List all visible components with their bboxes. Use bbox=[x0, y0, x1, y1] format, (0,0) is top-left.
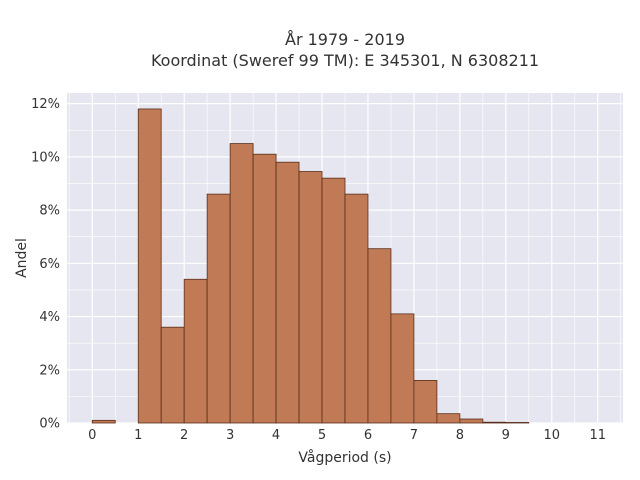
histogram-bar bbox=[321, 177, 346, 424]
y-tick-label: 12% bbox=[31, 97, 60, 112]
y-tick-label: 0% bbox=[39, 417, 60, 432]
x-tick-label: 5 bbox=[318, 428, 326, 443]
x-tick-label: 4 bbox=[272, 428, 280, 443]
histogram-bar bbox=[344, 193, 369, 424]
histogram-bar bbox=[160, 326, 185, 424]
x-tick-label: 11 bbox=[589, 428, 606, 443]
y-tick-label: 8% bbox=[39, 204, 60, 219]
x-tick-label: 9 bbox=[502, 428, 510, 443]
histogram-bar bbox=[436, 413, 461, 424]
x-axis-label: Vågperiod (s) bbox=[298, 449, 391, 466]
x-tick-label: 7 bbox=[410, 428, 418, 443]
histogram-bar bbox=[482, 421, 507, 424]
histogram-bar bbox=[298, 171, 323, 424]
bars bbox=[91, 108, 530, 424]
y-tick-label: 4% bbox=[39, 310, 60, 325]
x-tick-label: 6 bbox=[364, 428, 372, 443]
chart-title: År 1979 - 2019 bbox=[285, 30, 405, 49]
x-tick-label: 1 bbox=[134, 428, 142, 443]
x-tick-label: 0 bbox=[88, 428, 96, 443]
y-tick-label: 2% bbox=[39, 363, 60, 378]
histogram-bar bbox=[390, 313, 415, 424]
histogram-bar bbox=[505, 422, 530, 424]
y-tick-labels: 0% 2% 4% 6% 8% 10% 12% bbox=[31, 97, 60, 431]
histogram-bar bbox=[252, 153, 277, 424]
x-tick-labels: 0 1 2 3 4 5 6 7 8 9 10 11 bbox=[88, 428, 606, 443]
histogram-bar bbox=[367, 248, 392, 424]
histogram-bar bbox=[275, 161, 300, 424]
histogram-bar bbox=[183, 278, 208, 424]
y-axis-label: Andel bbox=[14, 238, 30, 278]
y-tick-label: 6% bbox=[39, 257, 60, 272]
histogram-bar bbox=[206, 193, 231, 424]
x-tick-label: 8 bbox=[456, 428, 464, 443]
histogram-bar bbox=[413, 380, 438, 424]
histogram-bar bbox=[229, 143, 254, 424]
y-tick-label: 10% bbox=[31, 150, 60, 165]
x-tick-label: 2 bbox=[180, 428, 188, 443]
histogram-bar bbox=[459, 418, 484, 424]
x-tick-label: 10 bbox=[544, 428, 561, 443]
x-tick-label: 3 bbox=[226, 428, 234, 443]
histogram-bar bbox=[91, 419, 116, 424]
histogram-bar bbox=[137, 108, 162, 424]
chart-subtitle: Koordinat (Sweref 99 TM): E 345301, N 63… bbox=[151, 51, 539, 70]
